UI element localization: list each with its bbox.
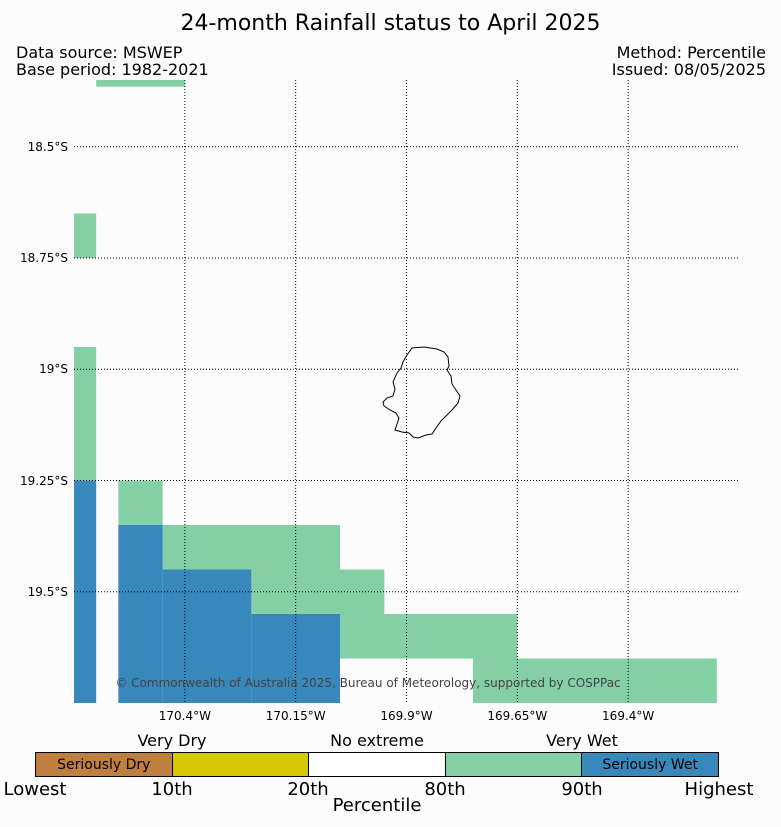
colorbar-seriously-wet: Seriously Wet [582,753,718,776]
colorbar-no-extreme [309,753,446,776]
longitude-label: 170.15°W [265,709,326,723]
method: Method: Percentile [616,43,766,62]
meta-left: Data source: MSWEP Base period: 1982-202… [16,44,209,78]
rainfall-cell-very-wet [96,80,185,87]
tick-80th: 80th [424,779,466,800]
tick-10th: 10th [151,779,193,800]
rainfall-cell-seriously-wet [74,480,97,703]
longitude-label: 170.4°W [158,709,211,723]
longitude-label: 169.65°W [487,709,548,723]
chart-title: 24-month Rainfall status to April 2025 [180,11,601,36]
legend-very-wet: Very Wet [546,731,618,750]
colorbar-seriously-dry: Seriously Dry [36,753,173,776]
base-period: Base period: 1982-2021 [16,60,209,79]
legend-very-dry: Very Dry [137,731,207,750]
rainfall-cell-seriously-wet [118,525,163,703]
copyright-text: © Commonwealth of Australia 2025, Bureau… [115,676,620,690]
rainfall-cell-very-wet [118,480,163,525]
rainfall-cell-very-wet [162,525,340,570]
tick-lowest: Lowest [3,779,67,800]
percentile-axis-title: Percentile [332,795,422,816]
latitude-label: 18.5°S [27,139,68,154]
issued-date: Issued: 08/05/2025 [611,60,766,79]
latitude-label: 19.25°S [20,473,68,488]
longitude-label: 169.4°W [602,709,655,723]
meta-right: Method: Percentile Issued: 08/05/2025 [612,44,766,78]
latitude-label: 18.75°S [20,251,68,265]
tick-highest: Highest [684,779,754,800]
rainfall-cell-very-wet [74,347,97,481]
colorbar-very-wet [445,753,583,776]
rainfall-cell-seriously-wet [251,614,340,703]
legend-no-extreme: No extreme [330,731,424,750]
longitude-label: 169.9°W [380,709,433,723]
colorbar-very-dry [172,753,310,776]
rainfall-cell-very-wet [473,658,717,703]
niue-island-outline [382,346,461,439]
data-source: Data source: MSWEP [16,43,183,62]
latitude-label: 19°S [39,362,68,377]
rainfall-cell-very-wet [74,213,97,258]
tick-20th: 20th [287,779,329,800]
latitude-label: 19.5°S [27,584,68,599]
rainfall-cell-very-wet [340,614,518,659]
colorbar: Seriously Dry Seriously Wet [35,752,719,777]
tick-90th: 90th [561,779,603,800]
